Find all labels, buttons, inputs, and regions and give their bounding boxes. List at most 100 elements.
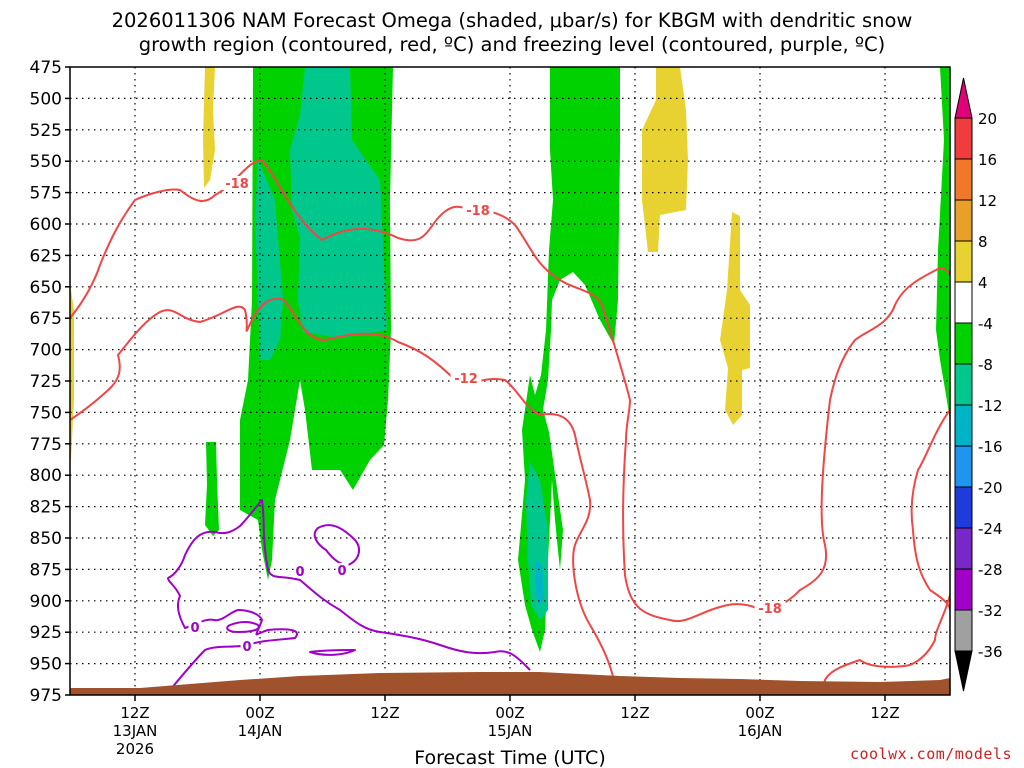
x-tick-date: 14JAN bbox=[238, 722, 283, 740]
colorbar-level-label: -28 bbox=[978, 561, 1003, 579]
colorbar-swatch bbox=[954, 363, 973, 406]
contour-label-bg bbox=[240, 639, 254, 653]
x-tick-label: 12Z bbox=[120, 704, 149, 722]
x-tick-label: 12Z bbox=[870, 704, 899, 722]
omega-yellow-area bbox=[70, 283, 74, 460]
contour-label-bg bbox=[335, 563, 349, 577]
colorbar-swatch bbox=[954, 486, 973, 529]
purple-contour-main bbox=[167, 499, 531, 691]
contour-label: -18 bbox=[758, 602, 782, 617]
colorbar-level-label: -16 bbox=[978, 438, 1003, 456]
contour-label: -18 bbox=[466, 204, 490, 219]
y-tick-label: 600 bbox=[30, 215, 62, 235]
contour-label: 0 bbox=[337, 564, 346, 579]
colorbar-swatch bbox=[954, 568, 973, 611]
red-contour-lower bbox=[70, 297, 620, 695]
x-axis-title: Forecast Time (UTC) bbox=[414, 747, 605, 768]
x-tick-label: 00Z bbox=[495, 704, 524, 722]
colorbar-swatch bbox=[954, 199, 973, 242]
freezing-level-contours bbox=[167, 499, 531, 691]
purple-contour-sliver bbox=[309, 649, 356, 656]
y-tick-label: 675 bbox=[30, 309, 62, 329]
contour-label-bg bbox=[450, 371, 482, 385]
colorbar-level-label: 8 bbox=[978, 233, 988, 251]
colorbar-swatch bbox=[954, 281, 973, 324]
contour-label: 0 bbox=[190, 621, 199, 636]
red-contour-right bbox=[820, 409, 950, 695]
colorbar-swatch bbox=[954, 527, 973, 570]
contour-label-bg bbox=[221, 176, 253, 190]
y-tick-label: 650 bbox=[30, 278, 62, 298]
x-tick-date: 15JAN bbox=[488, 722, 533, 740]
colorbar-level-label: -4 bbox=[978, 315, 993, 333]
omega-green-area bbox=[205, 442, 219, 536]
colorbar-top-arrow bbox=[954, 77, 973, 119]
contour-label-bg bbox=[293, 564, 307, 578]
contour-label: 0 bbox=[242, 640, 251, 655]
omega-green-area bbox=[936, 67, 950, 420]
colorbar-level-label: 16 bbox=[978, 151, 997, 169]
colorbar-bottom-arrow bbox=[954, 650, 973, 692]
y-axis: 475 500 525 550 575 600 625 650 675 700 725 750 775 8… bbox=[30, 58, 70, 706]
omega-yellow-area bbox=[642, 67, 688, 252]
colorbar-level-label: 12 bbox=[978, 192, 997, 210]
contour-labels: -18 -18 -12 -18 0 0 0 0 bbox=[188, 176, 786, 655]
y-tick-label: 725 bbox=[30, 372, 62, 392]
omega-yellow-area bbox=[720, 212, 750, 425]
y-tick-label: 975 bbox=[30, 686, 62, 706]
colorbar-swatch bbox=[954, 445, 973, 488]
chart-title-line-1: 2026011306 NAM Forecast Omega (shaded, μ… bbox=[111, 9, 913, 32]
contour-label: -12 bbox=[454, 372, 478, 387]
colorbar-swatch bbox=[954, 609, 973, 652]
colorbar-level-label: -32 bbox=[978, 602, 1003, 620]
colorbar-swatch bbox=[954, 322, 973, 365]
colorbar-swatch bbox=[954, 240, 973, 283]
colorbar-level-label: -8 bbox=[978, 356, 993, 374]
chart-title-line-2: growth region (contoured, red, ºC) and f… bbox=[138, 33, 886, 56]
colorbar: 20 16 12 8 4 -4 -8 -12 -16 -20 -24 -28 -32 -36 bbox=[954, 77, 1003, 692]
y-tick-label: 925 bbox=[30, 623, 62, 643]
y-tick-label: 700 bbox=[30, 341, 62, 361]
colorbar-swatch bbox=[954, 158, 973, 201]
x-tick-date: 16JAN bbox=[738, 722, 783, 740]
omega-yellow-area bbox=[203, 67, 215, 188]
x-tick-label: 00Z bbox=[745, 704, 774, 722]
y-tick-label: 950 bbox=[30, 655, 62, 675]
y-tick-label: 775 bbox=[30, 435, 62, 455]
contour-label-bg bbox=[188, 620, 202, 634]
x-tick-label: 00Z bbox=[245, 704, 274, 722]
colorbar-swatch bbox=[954, 117, 973, 160]
y-tick-label: 625 bbox=[30, 246, 62, 266]
y-tick-label: 875 bbox=[30, 560, 62, 580]
contour-label-bg bbox=[754, 601, 786, 615]
x-tick-date: 13JAN bbox=[113, 722, 158, 740]
y-tick-label: 500 bbox=[30, 89, 62, 109]
colorbar-level-label: -20 bbox=[978, 479, 1003, 497]
y-tick-label: 750 bbox=[30, 403, 62, 423]
purple-contour-loop bbox=[226, 621, 260, 633]
colorbar-level-label: 4 bbox=[978, 274, 988, 292]
y-tick-label: 900 bbox=[30, 592, 62, 612]
x-tick-year: 2026 bbox=[116, 740, 154, 758]
omega-teal-area bbox=[255, 160, 283, 360]
contour-label-bg bbox=[462, 203, 494, 217]
y-tick-label: 550 bbox=[30, 152, 62, 172]
y-tick-label: 525 bbox=[30, 121, 62, 141]
colorbar-level-label: -36 bbox=[978, 643, 1003, 661]
y-tick-label: 800 bbox=[30, 466, 62, 486]
y-tick-label: 575 bbox=[30, 184, 62, 204]
credit-text: coolwx.com/models bbox=[849, 745, 1012, 763]
x-tick-label: 12Z bbox=[370, 704, 399, 722]
purple-contour-small bbox=[313, 524, 361, 566]
plot-area: -18 -18 -12 -18 0 0 0 0 bbox=[70, 67, 950, 695]
x-tick-label: 12Z bbox=[620, 704, 649, 722]
colorbar-swatch bbox=[954, 404, 973, 447]
y-tick-label: 850 bbox=[30, 529, 62, 549]
y-tick-label: 475 bbox=[30, 58, 62, 78]
colorbar-level-label: -12 bbox=[978, 397, 1003, 415]
y-tick-label: 825 bbox=[30, 498, 62, 518]
terrain-ground bbox=[70, 672, 950, 695]
omega-teal-area bbox=[290, 67, 387, 338]
colorbar-level-label: -24 bbox=[978, 520, 1003, 538]
